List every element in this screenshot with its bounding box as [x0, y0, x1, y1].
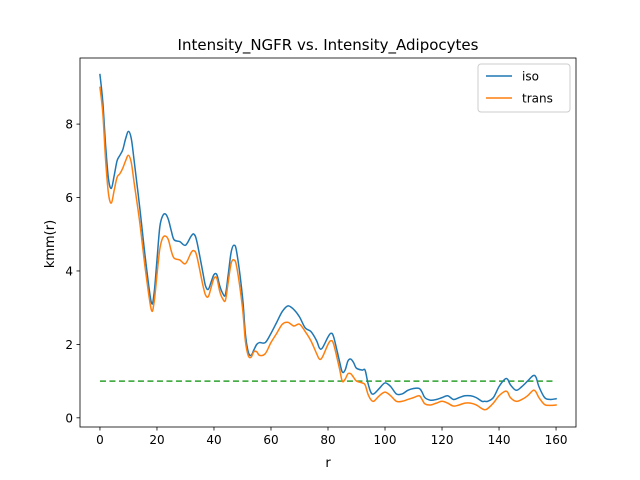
x-tick-label: 0: [96, 433, 104, 447]
x-tick-label: 160: [545, 433, 568, 447]
chart-title: Intensity_NGFR vs. Intensity_Adipocytes: [178, 36, 479, 55]
y-tick-label: 0: [65, 411, 73, 425]
y-axis-title: kmm(r): [43, 220, 58, 268]
y-tick-label: 4: [65, 264, 73, 278]
y-tick-label: 8: [65, 118, 73, 132]
series-line-iso: [99, 73, 557, 403]
series-line-trans: [99, 86, 557, 411]
legend-label-iso: iso: [522, 70, 539, 84]
axes-layer: 0 20 40 60 80 100 120 140 160 0 2 4 6 8: [65, 57, 577, 447]
legend-label-trans: trans: [522, 92, 553, 106]
y-tick-label: 2: [65, 338, 73, 352]
x-axis-title: r: [325, 456, 331, 471]
x-tick-label: 100: [374, 433, 397, 447]
x-tick-label: 120: [431, 433, 454, 447]
x-tick-label: 40: [206, 433, 221, 447]
plot-area: 0 20 40 60 80 100 120 140 160 0 2 4 6 8: [65, 57, 577, 447]
x-tick-label: 80: [320, 433, 335, 447]
legend: iso trans: [477, 63, 571, 113]
series-layer: [99, 73, 557, 411]
y-tick-label: 6: [65, 191, 73, 205]
x-tick-label: 140: [488, 433, 511, 447]
x-tick-label: 20: [149, 433, 164, 447]
x-tick-label: 60: [263, 433, 278, 447]
